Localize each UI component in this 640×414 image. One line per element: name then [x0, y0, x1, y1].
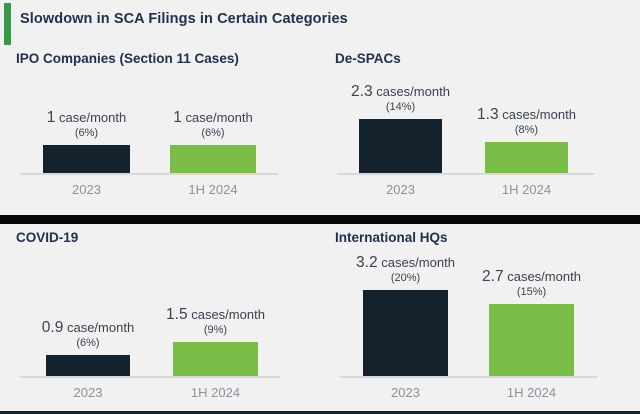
bar-group-1h-2024: 2.7 cases/month (15%) 1H 2024 — [482, 255, 581, 400]
bar-group-2023: 2.3 cases/month (14%) 2023 — [351, 80, 450, 197]
value-number: 0.9 — [41, 318, 64, 336]
bar-value-label: 0.9 case/month (6%) — [3, 319, 173, 350]
bar-1h-2024 — [485, 142, 568, 173]
bar-value-label: 1 case/month (6%) — [2, 109, 172, 140]
value-percent: (15%) — [516, 286, 547, 299]
value-unit: cases/month — [503, 268, 581, 284]
bar-1h-2024 — [489, 304, 574, 376]
bar-2023 — [359, 119, 442, 173]
bottom-edge-strip — [0, 411, 640, 414]
bar-value-label: 2.3 cases/month (14%) — [316, 83, 486, 114]
bar-group-1h-2024: 1 case/month (6%) 1H 2024 — [170, 90, 256, 197]
bar-group-2023: 0.9 case/month (6%) 2023 — [42, 290, 134, 400]
value-percent: (9%) — [203, 324, 228, 337]
axis-label-2023: 2023 — [73, 385, 103, 400]
value-unit: cases/month — [187, 306, 265, 322]
value-unit: case/month — [55, 109, 127, 125]
chart-covid-19: 0.9 case/month (6%) 2023 1.5 cases/month… — [20, 290, 280, 400]
value-unit: cases/month — [372, 83, 450, 99]
value-number: 2.7 — [482, 267, 504, 285]
value-unit: cases/month — [498, 106, 576, 122]
bar-group-2023: 3.2 cases/month (20%) 2023 — [356, 254, 455, 400]
bar-value-label: 2.7 cases/month (15%) — [447, 268, 617, 299]
bar-2023 — [43, 145, 130, 173]
axis-label-1h-2024: 1H 2024 — [501, 182, 552, 197]
value-unit: case/month — [63, 319, 135, 335]
bar-group-1h-2024: 1.3 cases/month (8%) 1H 2024 — [477, 80, 576, 197]
value-percent: (8%) — [514, 124, 539, 137]
axis-label-2023: 2023 — [391, 385, 420, 400]
bar-1h-2024 — [173, 342, 258, 376]
bar-group-2023: 1 case/month (6%) 2023 — [43, 90, 130, 197]
value-number: 2.3 — [351, 82, 373, 100]
value-percent: (14%) — [385, 101, 416, 114]
axis-label-2023: 2023 — [386, 182, 415, 197]
bar-value-label: 1 case/month (6%) — [128, 109, 298, 140]
panel-title-de-spacs: De-SPACs — [335, 51, 401, 66]
axis-label-1h-2024: 1H 2024 — [190, 385, 241, 400]
value-number: 3.2 — [356, 253, 378, 271]
panel-title-international-hqs: International HQs — [335, 230, 448, 245]
chart-de-spacs: 2.3 cases/month (14%) 2023 1.3 cases/mon… — [337, 80, 594, 197]
section-divider — [0, 215, 640, 224]
chart-international-hqs: 3.2 cases/month (20%) 2023 2.7 cases/mon… — [340, 254, 597, 400]
value-unit: cases/month — [377, 254, 455, 270]
bar-value-label: 1.5 cases/month (9%) — [131, 306, 301, 337]
value-number: 1 — [173, 108, 182, 126]
value-percent: (6%) — [201, 127, 225, 140]
bar-2023 — [46, 355, 130, 376]
bar-group-1h-2024: 1.5 cases/month (9%) 1H 2024 — [166, 290, 265, 400]
bar-value-label: 1.3 cases/month (8%) — [442, 106, 612, 137]
page-title: Slowdown in SCA Filings in Certain Categ… — [20, 11, 348, 27]
axis-label-2023: 2023 — [72, 182, 101, 197]
chart-ipo-companies: 1 case/month (6%) 2023 1 case/month (6%)… — [20, 90, 278, 197]
value-percent: (6%) — [74, 127, 99, 140]
axis-label-1h-2024: 1H 2024 — [188, 182, 238, 197]
value-number: 1 — [46, 108, 56, 126]
bar-2023 — [363, 290, 448, 376]
bar-value-label: 3.2 cases/month (20%) — [321, 254, 491, 285]
panel-title-covid-19: COVID-19 — [16, 230, 79, 245]
value-unit: case/month — [181, 109, 253, 125]
title-accent-bar — [4, 3, 11, 45]
value-percent: (20%) — [390, 272, 421, 285]
value-number: 1.3 — [477, 105, 499, 123]
axis-label-1h-2024: 1H 2024 — [506, 385, 557, 400]
value-percent: (6%) — [76, 337, 100, 350]
bar-1h-2024 — [170, 145, 256, 173]
panel-title-ipo-companies: IPO Companies (Section 11 Cases) — [16, 51, 239, 66]
value-number: 1.5 — [166, 305, 188, 323]
